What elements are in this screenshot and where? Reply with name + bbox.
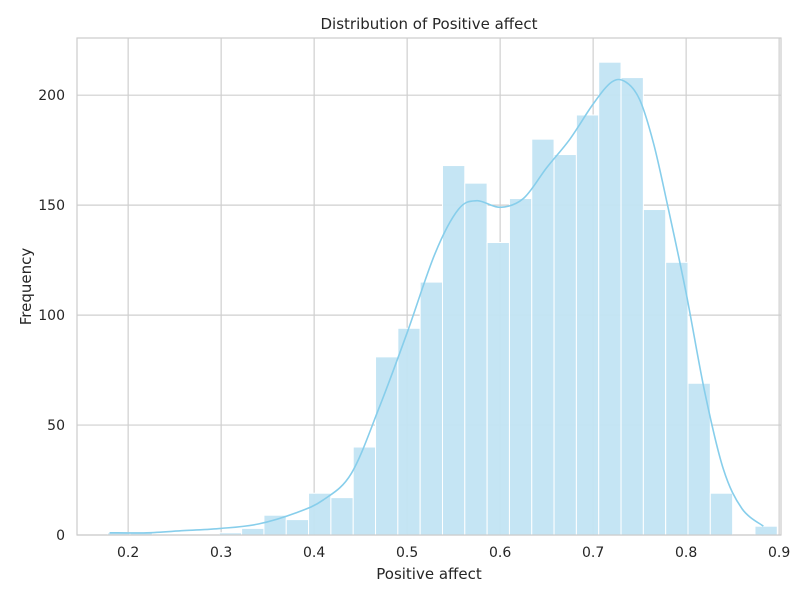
histogram-bar	[531, 138, 555, 536]
histogram-bar	[308, 492, 332, 536]
y-tick-label: 100	[38, 308, 65, 324]
y-axis-label: Frequency	[17, 248, 35, 326]
histogram-bar	[754, 525, 778, 536]
y-axis-ticks: 0 50 100 150 200	[38, 88, 65, 544]
histogram-bar	[598, 61, 622, 536]
histogram-bar	[241, 527, 265, 536]
histogram-bar	[285, 519, 310, 536]
histogram-bar	[709, 492, 734, 536]
histogram-bar	[665, 261, 689, 536]
x-tick-label: 0.3	[210, 545, 232, 561]
histogram-bar	[419, 281, 443, 536]
x-axis-ticks: 0.2 0.3 0.4 0.5 0.6 0.7 0.8 0.9	[117, 545, 790, 561]
histogram-bar	[441, 165, 466, 536]
histogram-bar	[486, 242, 510, 536]
histogram-bar	[464, 182, 488, 536]
x-tick-label: 0.8	[675, 545, 697, 561]
x-tick-label: 0.2	[117, 545, 139, 561]
histogram-bar	[397, 327, 421, 536]
x-axis-label: Positive affect	[376, 565, 482, 583]
x-tick-label: 0.4	[303, 545, 325, 561]
y-tick-label: 150	[38, 198, 65, 214]
y-tick-label: 200	[38, 88, 65, 104]
x-tick-label: 0.7	[582, 545, 604, 561]
histogram-bar	[575, 114, 600, 536]
histogram-bar	[508, 198, 533, 536]
histogram-bar	[642, 209, 667, 536]
x-tick-label: 0.6	[489, 545, 511, 561]
x-tick-label: 0.9	[768, 545, 790, 561]
x-tick-label: 0.5	[396, 545, 418, 561]
plot-frame	[76, 37, 782, 536]
histogram-bar	[352, 446, 377, 536]
y-tick-label: 0	[56, 528, 65, 544]
histogram-bars	[107, 61, 778, 536]
histogram-bar	[620, 77, 644, 536]
chart-title: Distribution of Positive affect	[321, 15, 538, 33]
histogram-bar	[375, 356, 399, 536]
y-tick-label: 50	[47, 418, 65, 434]
histogram-bar	[553, 154, 577, 536]
kde-line	[109, 78, 764, 534]
histogram-bar	[330, 497, 354, 536]
